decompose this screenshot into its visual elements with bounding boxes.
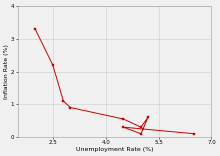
Y-axis label: Inflation Rate (%): Inflation Rate (%) <box>4 44 9 99</box>
X-axis label: Unemployment Rate (%): Unemployment Rate (%) <box>76 147 153 152</box>
